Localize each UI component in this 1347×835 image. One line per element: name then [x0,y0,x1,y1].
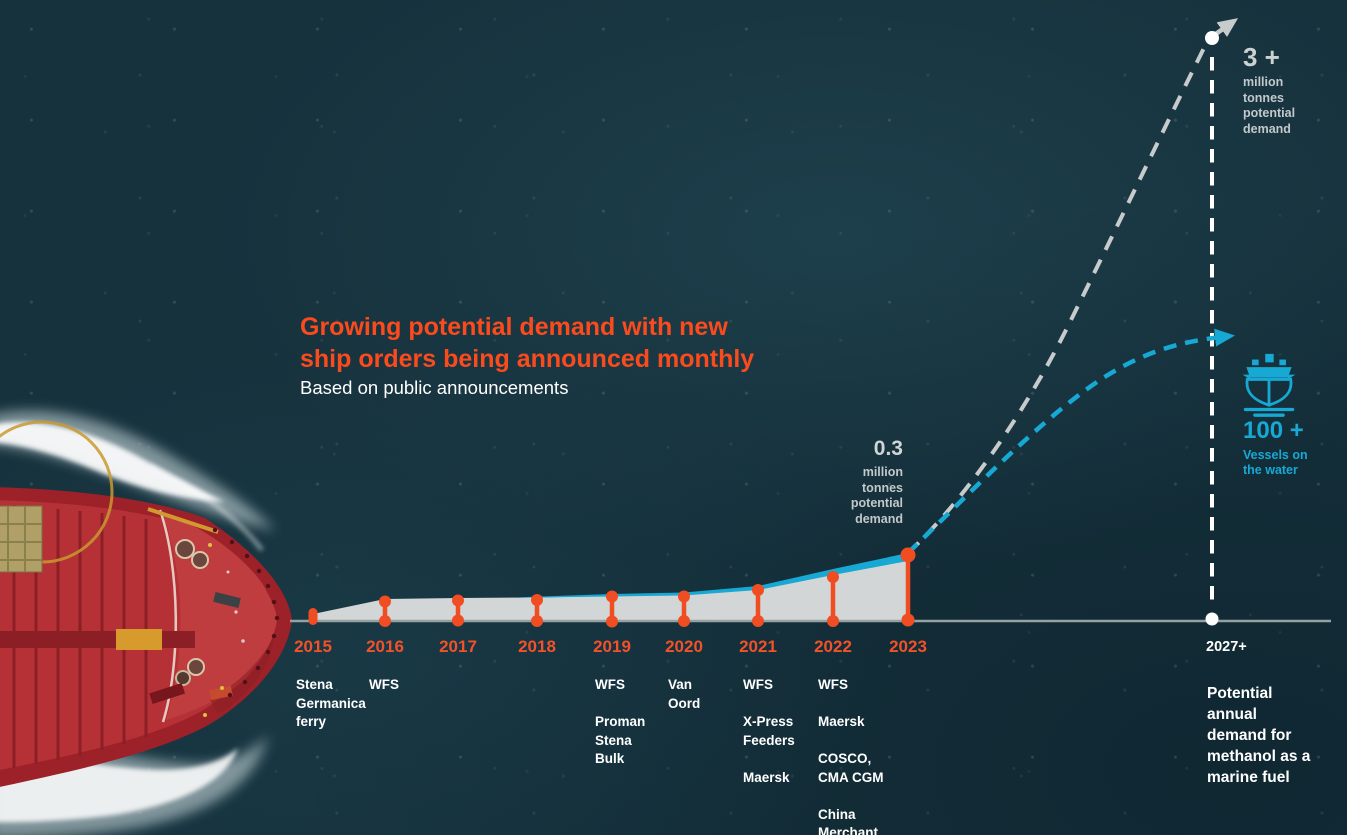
companies-2022: WFS Maersk COSCO, CMA CGM China Merchant [818,677,884,835]
companies-2019: WFS Proman Stena Bulk [595,677,646,766]
wake-streak [148,463,264,552]
year-label-2023: 2023 [889,637,927,656]
annotation-projection-vessels: 100 + Vessels on the water [1243,418,1347,478]
peak-2023-dot [900,547,916,563]
year-label-2017: 2017 [439,637,477,656]
projection-tonnes-caption: million tonnes potential demand [1243,75,1296,136]
future-demand-caption: Potential annual demand for methanol as … [1207,685,1311,786]
projection-vessels-value: 100 + [1243,417,1304,444]
future-line-bottom-dot [1205,612,1219,626]
yellow-crossbeam [116,629,162,650]
companies-2020: Van Oord [668,677,701,711]
year-marker [531,594,543,627]
annotation-2023-caption: million tonnes potential demand [850,465,903,526]
year-label-2016: 2016 [366,637,404,656]
yellow-pipe [147,507,219,534]
year-marker-2023 [901,556,915,627]
year-marker [452,594,464,627]
vessel-icon [1242,353,1296,417]
companies-2016: WFS [369,677,399,692]
year-marker [606,590,618,628]
year-label-2021: 2021 [739,637,777,656]
year-label-2019: 2019 [593,637,631,656]
deck-separation-line [158,509,178,723]
year-marker [827,571,839,627]
deck-highlights [203,543,245,717]
year-label-2027: 2027+ [1206,639,1247,655]
chart-subtitle: Based on public announcements [300,377,569,398]
year-marker [379,595,391,627]
chart-title: Growing potential demand with new ship o… [300,313,755,373]
projection-curve-blue [906,328,1235,555]
companies-2015: Stena Germanica ferry [296,677,366,729]
annotation-projection-tonnes: 3 + million tonnes potential demand [1243,43,1347,137]
year-marker [752,584,764,627]
catwalk [0,631,195,648]
annotation-2023-value: 0.3 [873,437,903,460]
year-label-2018: 2018 [518,637,556,656]
projection-vessels-caption: Vessels on the water [1243,448,1308,477]
year-marker [678,590,690,627]
projection-tonnes-value: 3 + [1243,42,1280,72]
year-label-2020: 2020 [665,637,703,656]
year-label-2022: 2022 [814,637,852,656]
companies-2021: WFS X-Press Feeders Maersk [743,677,795,785]
year-markers [308,556,915,628]
deck-hatch [0,505,43,573]
year-label-2015: 2015 [294,637,332,656]
wake-foam-top-core [0,422,225,502]
projection-curve-gray [906,47,1206,555]
bow-machinery [149,539,241,704]
annotation-2023-demand: 0.3 million tonnes potential demand [779,437,903,527]
bow-rim-dots [212,527,280,698]
tanker-ship-illustration [0,410,292,835]
projection-gray-dot [1205,31,1219,45]
